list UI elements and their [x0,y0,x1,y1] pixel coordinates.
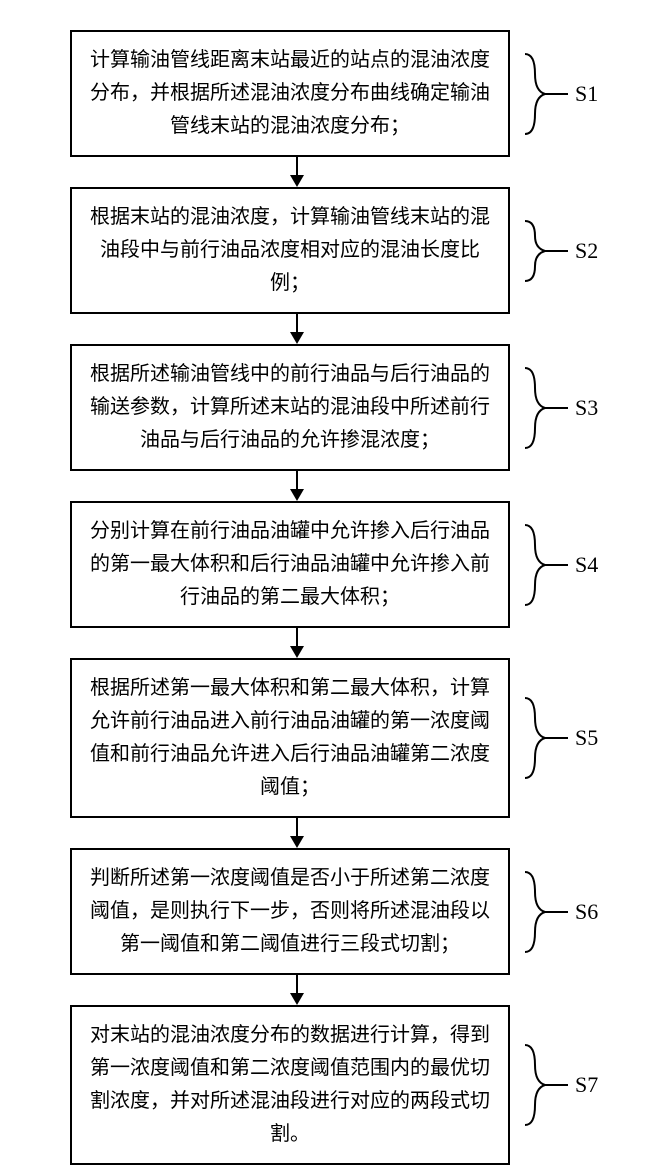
step-row: 根据所述输油管线中的前行油品与后行油品的输送参数，计算所述末站的混油段中所述前行… [40,344,626,471]
brace-icon [520,216,570,286]
step-connector: S6 [520,867,598,957]
step-row: 对末站的混油浓度分布的数据进行计算，得到第一浓度阈值和第二浓度阈值范围内的最优切… [40,1005,626,1165]
step-box-s2: 根据末站的混油浓度，计算输油管线末站的混油段中与前行油品浓度相对应的混油长度比例… [70,187,510,314]
arrow-icon [290,818,304,848]
step-row: 判断所述第一浓度阈值是否小于所述第二浓度阈值，是则执行下一步，否则将所述混油段以… [40,848,626,975]
step-label: S7 [575,1072,598,1098]
step-box-s7: 对末站的混油浓度分布的数据进行计算，得到第一浓度阈值和第二浓度阈值范围内的最优切… [70,1005,510,1165]
step-box-s1: 计算输油管线距离末站最近的站点的混油浓度分布，并根据所述混油浓度分布曲线确定输油… [70,30,510,157]
step-label: S2 [575,238,598,264]
step-connector: S7 [520,1040,598,1130]
step-label: S6 [575,899,598,925]
brace-icon [520,867,570,957]
step-box-s4: 分别计算在前行油品油罐中允许掺入后行油品的第一最大体积和后行油品油罐中允许掺入前… [70,501,510,628]
step-label: S5 [575,725,598,751]
step-label: S3 [575,395,598,421]
step-label: S1 [575,81,598,107]
arrow-icon [290,975,304,1005]
brace-icon [520,693,570,783]
arrow-icon [290,471,304,501]
step-box-s5: 根据所述第一最大体积和第二最大体积，计算允许前行油品进入前行油品油罐的第一浓度阈… [70,658,510,818]
step-box-s3: 根据所述输油管线中的前行油品与后行油品的输送参数，计算所述末站的混油段中所述前行… [70,344,510,471]
brace-icon [520,520,570,610]
step-box-s6: 判断所述第一浓度阈值是否小于所述第二浓度阈值，是则执行下一步，否则将所述混油段以… [70,848,510,975]
step-connector: S5 [520,693,598,783]
arrow-icon [290,314,304,344]
brace-icon [520,363,570,453]
arrow-icon [290,157,304,187]
step-label: S4 [575,552,598,578]
brace-icon [520,1040,570,1130]
step-connector: S1 [520,49,598,139]
step-connector: S3 [520,363,598,453]
step-connector: S2 [520,216,598,286]
step-row: 根据所述第一最大体积和第二最大体积，计算允许前行油品进入前行油品油罐的第一浓度阈… [40,658,626,818]
step-connector: S4 [520,520,598,610]
step-row: 分别计算在前行油品油罐中允许掺入后行油品的第一最大体积和后行油品油罐中允许掺入前… [40,501,626,628]
step-row: 计算输油管线距离末站最近的站点的混油浓度分布，并根据所述混油浓度分布曲线确定输油… [40,30,626,157]
flowchart-container: 计算输油管线距离末站最近的站点的混油浓度分布，并根据所述混油浓度分布曲线确定输油… [40,30,626,1165]
brace-icon [520,49,570,139]
step-row: 根据末站的混油浓度，计算输油管线末站的混油段中与前行油品浓度相对应的混油长度比例… [40,187,626,314]
arrow-icon [290,628,304,658]
